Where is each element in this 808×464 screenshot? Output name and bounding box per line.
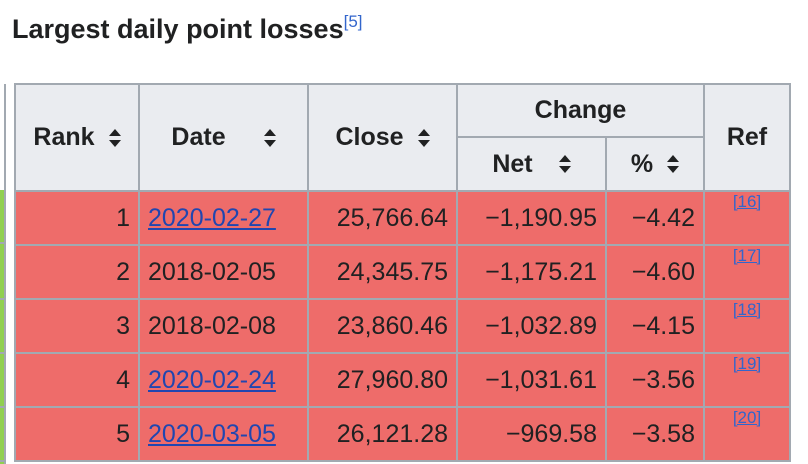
percent-change-cell: −4.15 <box>605 298 705 354</box>
net-change-cell: −1,175.21 <box>456 244 607 300</box>
date-cell: 2018-02-08 <box>138 298 309 354</box>
ref-link[interactable]: [16] <box>732 192 762 211</box>
close-cell: 25,766.64 <box>307 190 458 246</box>
column-header-percent-label: % <box>630 149 654 178</box>
column-header-date[interactable]: Date <box>138 83 309 192</box>
column-group-header-change: Change <box>456 83 705 138</box>
rank-cell: 1 <box>14 190 140 246</box>
ref-link[interactable]: [19] <box>732 354 762 373</box>
heading-reference: [5] <box>344 12 363 31</box>
ref-cell: [19] <box>703 352 791 408</box>
adjacent-table-header-edge <box>0 84 6 190</box>
percent-change-cell: −3.56 <box>605 352 705 408</box>
date-cell: 2020-02-27 <box>138 190 309 246</box>
net-change-cell: −1,032.89 <box>456 298 607 354</box>
net-change-cell: −1,190.95 <box>456 190 607 246</box>
rank-cell: 5 <box>14 406 140 462</box>
percent-change-cell: −4.42 <box>605 190 705 246</box>
ref-cell: [17] <box>703 244 791 300</box>
column-header-net-label: Net <box>492 149 533 178</box>
net-change-cell: −969.58 <box>456 406 607 462</box>
date-link[interactable]: 2020-03-05 <box>148 419 276 448</box>
adjacent-table-row-divider <box>0 242 6 244</box>
table-row: 2 2018-02-05 24,345.75 −1,175.21 −4.60 [… <box>14 244 791 300</box>
adjacent-table-rows-edge <box>0 190 6 464</box>
close-cell: 23,860.46 <box>307 298 458 354</box>
sort-icon[interactable] <box>667 155 680 173</box>
column-group-header-change-label: Change <box>534 96 627 124</box>
adjacent-table-row-divider <box>0 406 6 408</box>
date-link[interactable]: 2020-02-27 <box>148 203 276 232</box>
rank-cell: 2 <box>14 244 140 300</box>
ref-cell: [20] <box>703 406 791 462</box>
close-cell: 27,960.80 <box>307 352 458 408</box>
table-row: 4 2020-02-24 27,960.80 −1,031.61 −3.56 [… <box>14 352 791 408</box>
ref-link[interactable]: [17] <box>732 246 762 265</box>
ref-cell: [18] <box>703 298 791 354</box>
column-header-net[interactable]: Net <box>456 136 607 192</box>
net-change-cell: −1,031.61 <box>456 352 607 408</box>
column-header-date-label: Date <box>171 123 226 151</box>
percent-change-cell: −4.60 <box>605 244 705 300</box>
section-title: Largest daily point losses <box>12 14 344 44</box>
column-header-close-label: Close <box>335 123 404 151</box>
sort-icon[interactable] <box>263 128 276 147</box>
heading-reference-link[interactable]: [5] <box>343 12 363 31</box>
rank-cell: 3 <box>14 298 140 354</box>
column-header-rank-label: Rank <box>33 123 95 151</box>
close-cell: 26,121.28 <box>307 406 458 462</box>
table-row: 3 2018-02-08 23,860.46 −1,032.89 −4.15 [… <box>14 298 791 354</box>
column-header-ref-label: Ref <box>726 123 768 151</box>
date-cell: 2020-02-24 <box>138 352 309 408</box>
date-link[interactable]: 2020-02-24 <box>148 365 276 394</box>
column-header-percent[interactable]: % <box>605 136 705 192</box>
adjacent-table-row-divider <box>0 298 6 300</box>
date-cell: 2020-03-05 <box>138 406 309 462</box>
ref-link[interactable]: [20] <box>732 408 762 427</box>
column-header-close[interactable]: Close <box>307 83 458 192</box>
sort-icon[interactable] <box>558 155 571 173</box>
column-header-ref: Ref <box>703 83 791 192</box>
date-cell: 2018-02-05 <box>138 244 309 300</box>
largest-daily-point-losses-table: Rank Date Close Change Ref Net <box>14 83 791 462</box>
sort-icon[interactable] <box>417 128 430 147</box>
close-cell: 24,345.75 <box>307 244 458 300</box>
adjacent-table-row-divider <box>0 460 6 462</box>
table-row: 1 2020-02-27 25,766.64 −1,190.95 −4.42 [… <box>14 190 791 246</box>
rank-cell: 4 <box>14 352 140 408</box>
sort-icon[interactable] <box>108 128 121 147</box>
adjacent-table-row-divider <box>0 352 6 354</box>
section-heading: Largest daily point losses[5] <box>12 12 363 45</box>
column-header-rank[interactable]: Rank <box>14 83 140 192</box>
ref-cell: [16] <box>703 190 791 246</box>
table-row: 5 2020-03-05 26,121.28 −969.58 −3.58 [20… <box>14 406 791 462</box>
percent-change-cell: −3.58 <box>605 406 705 462</box>
ref-link[interactable]: [18] <box>732 300 762 319</box>
